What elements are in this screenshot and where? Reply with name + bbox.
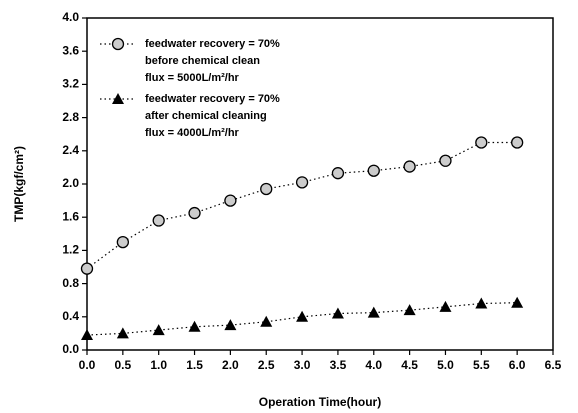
x-tick-label: 1.0 (150, 358, 167, 372)
data-point (511, 136, 524, 149)
data-point (152, 214, 165, 227)
data-point (367, 306, 380, 318)
data-point (331, 167, 345, 180)
data-point (224, 319, 237, 331)
x-tick-label: 1.5 (186, 358, 203, 372)
x-tick-label: 3.5 (330, 358, 347, 372)
data-point (80, 262, 94, 275)
x-tick-label: 5.0 (437, 358, 454, 372)
legend-label: flux = 4000L/m²/hr (145, 127, 240, 139)
data-point (152, 324, 165, 336)
y-tick-label: 4.0 (62, 10, 79, 24)
legend-marker (111, 37, 125, 51)
x-tick-label: 0.5 (115, 358, 132, 372)
x-tick-label: 0.0 (79, 358, 96, 372)
data-point (403, 160, 416, 173)
data-point (116, 235, 129, 249)
x-tick-label: 6.5 (545, 358, 562, 372)
x-tick-label: 5.5 (473, 358, 490, 372)
data-point (116, 327, 129, 339)
data-point (403, 304, 416, 316)
data-point (296, 310, 309, 322)
y-tick-label: 1.2 (62, 243, 79, 257)
x-tick-label: 4.0 (365, 358, 382, 372)
plot-frame (86, 17, 554, 351)
y-tick-label: 2.8 (62, 110, 79, 124)
legend-label: flux = 5000L/m²/hr (145, 72, 240, 84)
y-tick-label: 1.6 (62, 209, 79, 223)
y-tick-label: 3.2 (62, 77, 79, 91)
x-tick-label: 3.0 (294, 358, 311, 372)
series-line (86, 141, 518, 270)
legend-marker (112, 93, 124, 104)
y-tick-label: 0.8 (62, 276, 79, 290)
data-point (331, 307, 344, 319)
x-axis-label: Operation Time(hour) (259, 395, 381, 409)
data-point (367, 164, 380, 177)
data-point (295, 176, 309, 189)
legend-label: before chemical clean (145, 55, 260, 67)
x-tick-label: 4.5 (401, 358, 418, 372)
data-point (439, 154, 452, 167)
data-point (224, 194, 237, 207)
y-tick-label: 2.4 (62, 143, 79, 157)
data-point (188, 320, 201, 332)
x-tick-label: 6.0 (509, 358, 526, 372)
y-tick-label: 3.6 (62, 43, 79, 57)
data-point (439, 300, 452, 312)
data-point (475, 136, 488, 149)
data-point (81, 329, 93, 341)
legend-label: after chemical cleaning (145, 110, 267, 122)
x-tick-label: 2.0 (222, 358, 239, 372)
data-point (260, 182, 273, 196)
legend-label: feedwater recovery = 70% (145, 93, 280, 105)
y-tick-label: 0.0 (62, 342, 79, 356)
x-tick-label: 2.5 (258, 358, 275, 372)
legend-label: feedwater recovery = 70% (145, 38, 280, 50)
y-axis-label: TMP(kgf/cm²) (12, 146, 26, 222)
data-point (260, 315, 273, 327)
data-point (475, 297, 488, 309)
y-tick-label: 2.0 (62, 176, 79, 190)
y-tick-label: 0.4 (62, 309, 79, 323)
data-point (188, 206, 201, 220)
data-point (511, 296, 524, 308)
